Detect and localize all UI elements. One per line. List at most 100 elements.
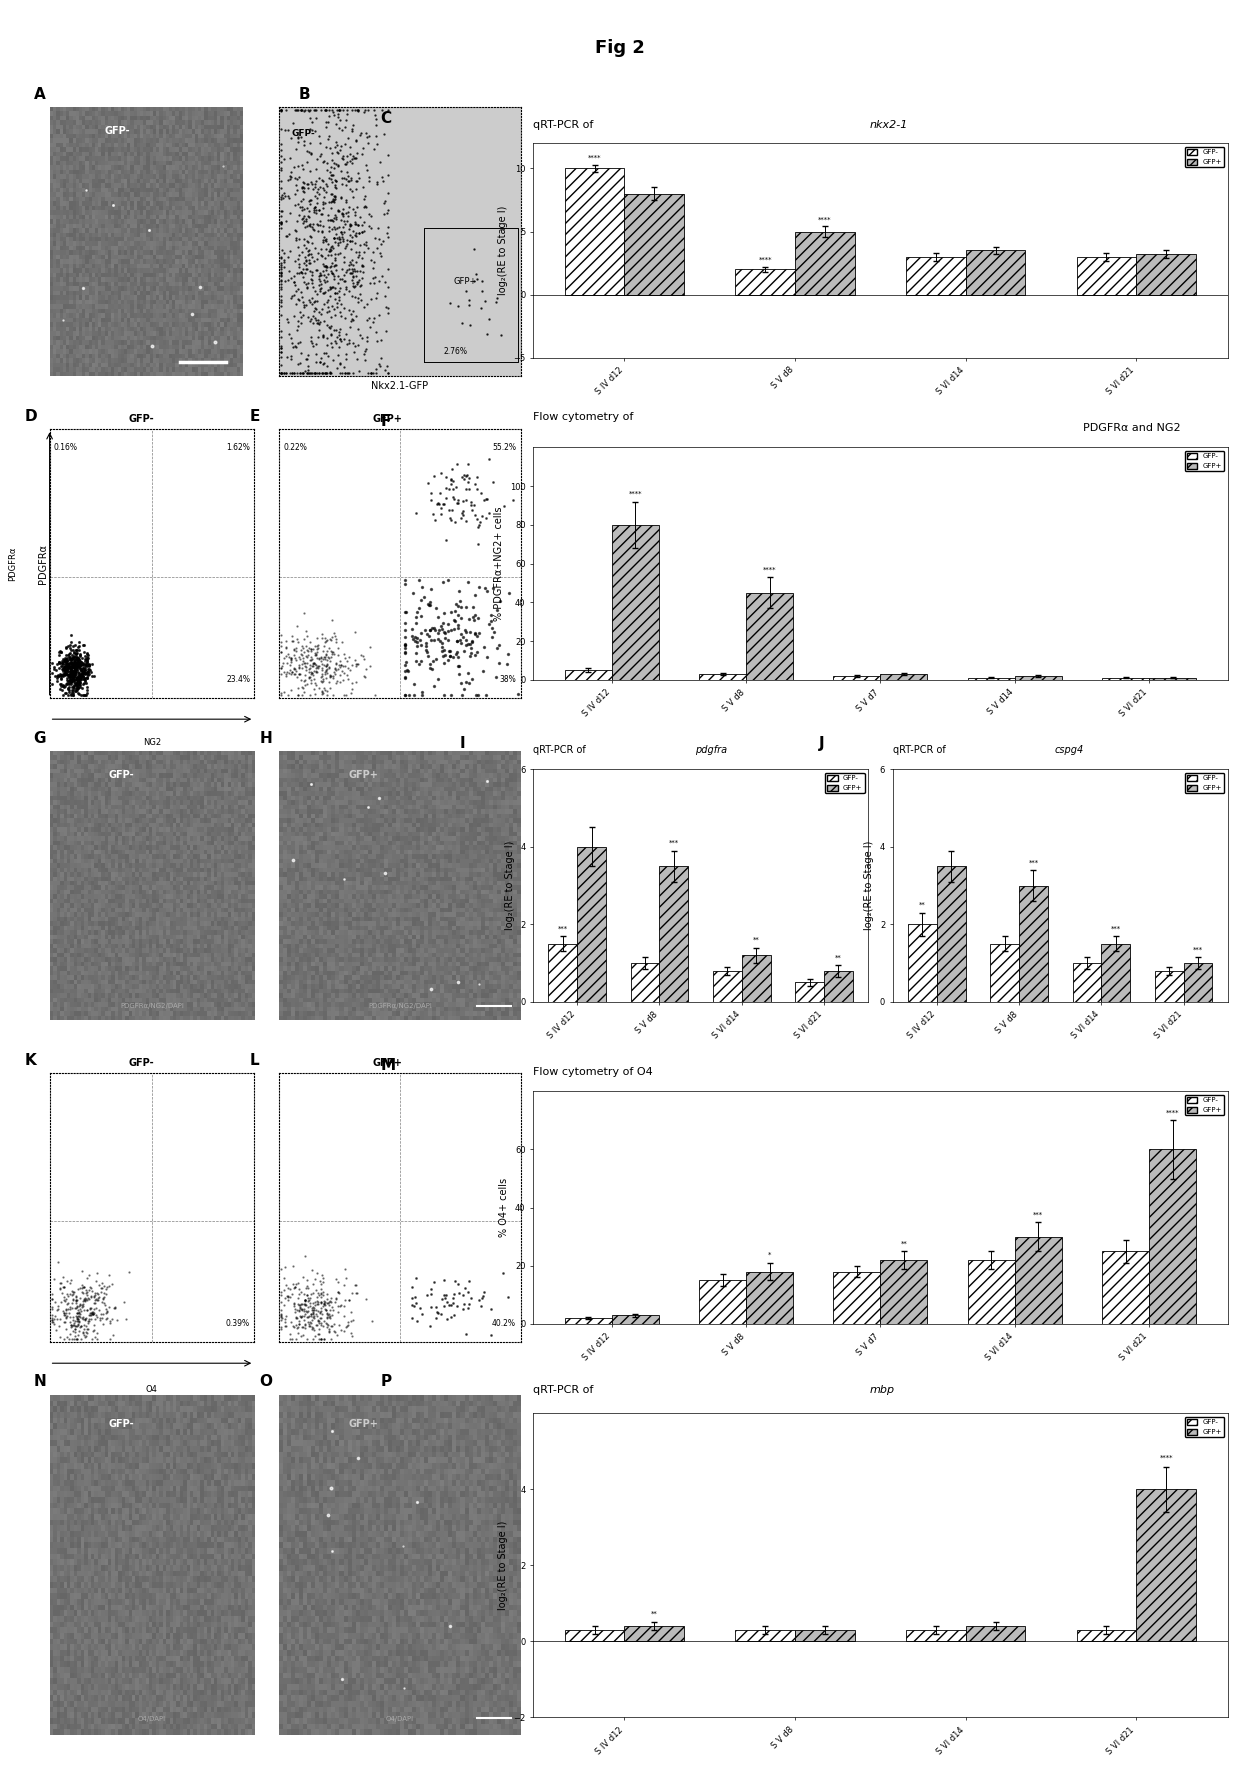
- Point: [329, 283, 348, 311]
- Point: [334, 195, 353, 224]
- Text: ***: ***: [1033, 1211, 1043, 1218]
- Point: [94, 1279, 114, 1308]
- Point: [296, 234, 316, 263]
- Point: [451, 603, 471, 632]
- Point: [61, 646, 81, 674]
- Point: [305, 1301, 325, 1329]
- Point: [61, 655, 81, 683]
- Point: [337, 1308, 357, 1336]
- Point: [320, 1295, 340, 1324]
- Point: [299, 209, 319, 238]
- Point: [315, 628, 335, 657]
- Point: [63, 662, 83, 691]
- Point: [394, 680, 414, 708]
- Point: [350, 279, 370, 308]
- Point: [361, 358, 381, 386]
- Point: [78, 662, 98, 691]
- Point: [278, 1274, 298, 1302]
- Point: [324, 664, 343, 692]
- Point: [288, 245, 308, 274]
- Bar: [699, 1281, 746, 1324]
- Point: [279, 640, 299, 669]
- Point: [450, 626, 470, 655]
- Point: [289, 250, 309, 279]
- Point: [67, 644, 87, 673]
- Point: [305, 193, 325, 222]
- Point: [289, 1310, 309, 1338]
- Point: [378, 179, 398, 208]
- Point: [272, 209, 291, 238]
- Point: [347, 97, 367, 125]
- Point: [321, 206, 341, 234]
- Point: [68, 633, 88, 662]
- Point: [277, 358, 296, 386]
- Point: [363, 97, 383, 125]
- Point: [67, 1302, 87, 1331]
- Point: [74, 1285, 94, 1313]
- Point: [62, 649, 82, 678]
- Point: [52, 648, 72, 676]
- Point: [427, 594, 446, 623]
- Point: [312, 322, 332, 351]
- Text: N: N: [33, 1374, 46, 1388]
- Point: [55, 651, 74, 680]
- Point: [434, 490, 454, 519]
- Point: [321, 320, 341, 349]
- Point: [470, 508, 490, 537]
- Text: PDGFRα/NG2/DAPI: PDGFRα/NG2/DAPI: [368, 1004, 432, 1009]
- Point: [57, 1267, 77, 1295]
- Point: [314, 250, 334, 279]
- Point: [429, 488, 449, 517]
- Point: [92, 1268, 112, 1297]
- Point: [67, 648, 87, 676]
- Point: [451, 669, 471, 698]
- Point: [310, 1267, 330, 1295]
- Point: [332, 265, 352, 293]
- Point: [461, 490, 481, 519]
- Point: [335, 358, 355, 386]
- Point: [53, 646, 73, 674]
- Point: [345, 331, 365, 360]
- Point: [331, 1315, 351, 1344]
- Point: [298, 170, 317, 199]
- Point: [296, 632, 316, 660]
- Point: [290, 1293, 310, 1322]
- Point: [310, 1299, 330, 1327]
- Point: [394, 637, 414, 666]
- Point: [319, 276, 339, 304]
- Point: [62, 1311, 82, 1340]
- Point: [283, 1311, 303, 1340]
- Point: [311, 1293, 331, 1322]
- Point: [321, 640, 341, 669]
- Point: [298, 356, 317, 385]
- Point: [81, 1299, 100, 1327]
- Point: [455, 615, 475, 644]
- Point: [321, 233, 341, 261]
- Point: [355, 340, 374, 369]
- Point: [317, 637, 337, 666]
- Point: [314, 222, 334, 250]
- Point: [397, 598, 417, 626]
- Point: [272, 358, 291, 386]
- Point: [99, 1308, 119, 1336]
- Point: [394, 569, 414, 598]
- Point: [77, 1279, 97, 1308]
- Point: [279, 680, 299, 708]
- Text: ***: ***: [558, 925, 568, 932]
- Point: [79, 1301, 99, 1329]
- Point: [296, 669, 316, 698]
- Point: [312, 165, 332, 193]
- Point: [310, 129, 330, 157]
- Point: [331, 301, 351, 329]
- Point: [352, 250, 372, 279]
- Point: [340, 326, 360, 354]
- Point: [300, 213, 320, 242]
- Point: [295, 1242, 315, 1270]
- Point: [55, 655, 74, 683]
- Point: [72, 655, 92, 683]
- Point: [72, 662, 92, 691]
- Point: [93, 1304, 113, 1333]
- Point: [356, 664, 376, 692]
- Point: [314, 211, 334, 240]
- Point: [77, 648, 97, 676]
